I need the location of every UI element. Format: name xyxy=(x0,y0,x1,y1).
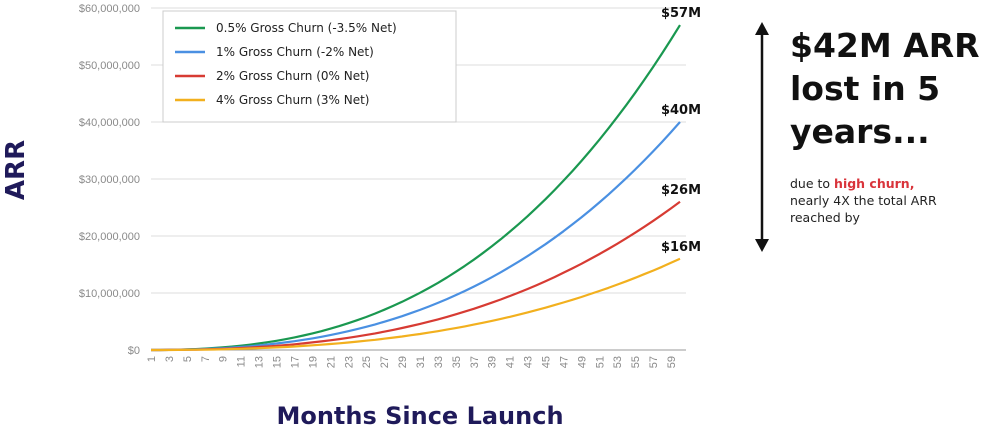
legend: 0.5% Gross Churn (-3.5% Net) 1% Gross Chu… xyxy=(162,10,457,123)
x-tick-label: 31 xyxy=(415,356,427,368)
callout-highlight: high churn, xyxy=(834,176,915,191)
x-tick-label: 59 xyxy=(666,356,678,368)
y-tick-label: $40,000,000 xyxy=(79,117,140,129)
x-tick-label: 13 xyxy=(254,356,266,368)
x-tick-label: 51 xyxy=(594,356,606,368)
x-tick-label: 41 xyxy=(505,356,517,368)
x-tick-label: 55 xyxy=(630,356,642,368)
x-axis-ticks: 1 3 5 7 9 11 13 15 17 19 21 23 25 27 29 31 33 35 37 39 41 43 4… xyxy=(146,349,686,368)
y-tick-label: $0 xyxy=(128,345,140,357)
y-tick-label: $10,000,000 xyxy=(79,288,140,300)
legend-box xyxy=(162,10,457,123)
x-axis-title: Months Since Launch xyxy=(276,402,563,429)
y-tick-label: $60,000,000 xyxy=(79,3,140,15)
x-tick-label: 35 xyxy=(451,356,463,368)
x-tick-label: 7 xyxy=(200,356,212,362)
x-tick-label: 33 xyxy=(433,356,445,368)
x-tick-label: 49 xyxy=(576,356,588,368)
x-tick-label: 5 xyxy=(182,356,194,362)
x-tick-label: 21 xyxy=(325,356,337,368)
y-tick-label: $20,000,000 xyxy=(79,231,140,243)
end-value-label: $26M xyxy=(661,183,701,198)
series-line xyxy=(151,257,681,352)
x-tick-label: 15 xyxy=(272,356,284,368)
end-value-label: $40M xyxy=(661,103,701,118)
x-tick-label: 25 xyxy=(361,356,373,368)
callout-sub-line-2: nearly 4X the total ARR xyxy=(790,193,937,208)
legend-label: 2% Gross Churn (0% Net) xyxy=(216,69,370,83)
x-tick-label: 39 xyxy=(487,356,499,368)
x-tick-label: 47 xyxy=(558,356,570,368)
x-tick-label: 53 xyxy=(612,356,624,368)
x-tick-label: 19 xyxy=(307,356,319,368)
series-line xyxy=(151,24,681,352)
series-lines xyxy=(151,24,681,352)
x-tick-label: 23 xyxy=(343,356,355,368)
legend-label: 1% Gross Churn (-2% Net) xyxy=(216,45,374,59)
y-axis-title: ARR xyxy=(1,140,31,200)
series-line xyxy=(151,200,681,352)
callout-headline-line: years... xyxy=(790,112,930,151)
x-tick-label: 3 xyxy=(164,356,176,362)
double-headed-vertical-arrow-icon xyxy=(755,22,769,252)
y-tick-label: $50,000,000 xyxy=(79,60,140,72)
x-tick-label: 1 xyxy=(146,356,158,362)
callout-sub-prefix: due to xyxy=(790,176,835,191)
callout-headline-line: lost in 5 xyxy=(790,69,941,108)
end-value-label: $57M xyxy=(661,6,701,21)
legend-label: 4% Gross Churn (3% Net) xyxy=(216,93,370,107)
x-tick-label: 43 xyxy=(523,356,535,368)
callout-subtext: due to high churn, nearly 4X the total A… xyxy=(790,175,980,226)
x-tick-label: 57 xyxy=(648,356,660,368)
callout-sub-line-3: reached by xyxy=(790,210,860,225)
y-tick-label: $30,000,000 xyxy=(79,174,140,186)
x-tick-label: 29 xyxy=(397,356,409,368)
callout: $42M ARR lost in 5 years... due to high … xyxy=(790,24,980,226)
x-tick-label: 37 xyxy=(469,356,481,368)
callout-headline: $42M ARR lost in 5 years... xyxy=(790,24,980,153)
callout-sub-line-1: due to high churn, xyxy=(790,175,980,192)
x-tick-label: 17 xyxy=(289,356,301,368)
x-tick-label: 27 xyxy=(379,356,391,368)
x-tick-label: 9 xyxy=(218,356,230,362)
end-labels: $57M $40M $26M $16M xyxy=(661,6,701,255)
legend-label: 0.5% Gross Churn (-3.5% Net) xyxy=(216,21,397,35)
x-tick-label: 11 xyxy=(236,356,248,367)
callout-headline-line: $42M ARR xyxy=(790,26,980,65)
y-axis-ticks: $0 $10,000,000 $20,000,000 $30,000,000 $40,0… xyxy=(79,3,140,357)
end-value-label: $16M xyxy=(661,240,701,255)
x-tick-label: 45 xyxy=(541,356,553,368)
